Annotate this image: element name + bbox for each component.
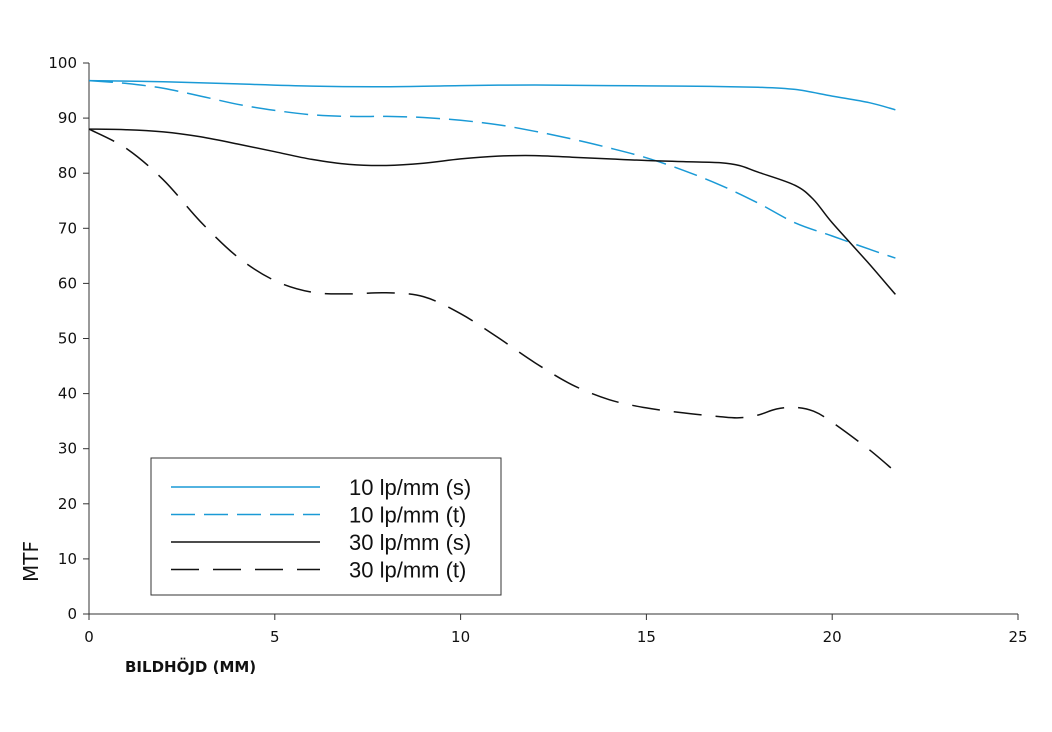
legend-label: 30 lp/mm (s) [349,530,471,555]
y-tick-label: 20 [58,495,77,513]
x-tick-label: 10 [451,628,470,646]
y-tick-label: 0 [67,605,77,623]
y-tick-label: 40 [58,385,77,403]
y-tick-label: 30 [58,440,77,458]
y-tick-label: 80 [58,164,77,182]
y-tick-label: 70 [58,219,77,237]
x-tick-label: 15 [637,628,656,646]
y-tick-label: 90 [58,109,77,127]
y-tick-label: 50 [58,330,77,348]
series-layer [88,79,896,473]
series-line-4 [88,128,896,473]
series-line-2 [88,79,896,259]
legend: 10 lp/mm (s) 10 lp/mm (t)30 lp/mm (s) 30 l… [150,457,502,596]
x-tick-label: 20 [823,628,842,646]
series-line-1 [88,79,896,111]
x-tick-label: 25 [1008,628,1027,646]
legend-label: 10 lp/mm (s) [349,475,471,500]
x-tick-label: 0 [84,628,94,646]
y-tick-label: 100 [48,54,77,72]
y-axis-title: MTF [19,541,43,582]
series-line-3 [88,128,896,295]
x-tick-label: 5 [270,628,280,646]
legend-box [150,457,502,596]
legend-label: 30 lp/mm (t) [349,558,466,583]
axes: 0 10 20 30 40 50 60 70 80 90 100 0 5 10 15 20 25 [48,54,1027,646]
y-tick-label: 10 [58,550,77,568]
y-tick-label: 60 [58,274,77,292]
x-axis-title: BILDHÖJD (MM) [125,657,256,676]
legend-label: 10 lp/mm (t) [349,503,466,528]
